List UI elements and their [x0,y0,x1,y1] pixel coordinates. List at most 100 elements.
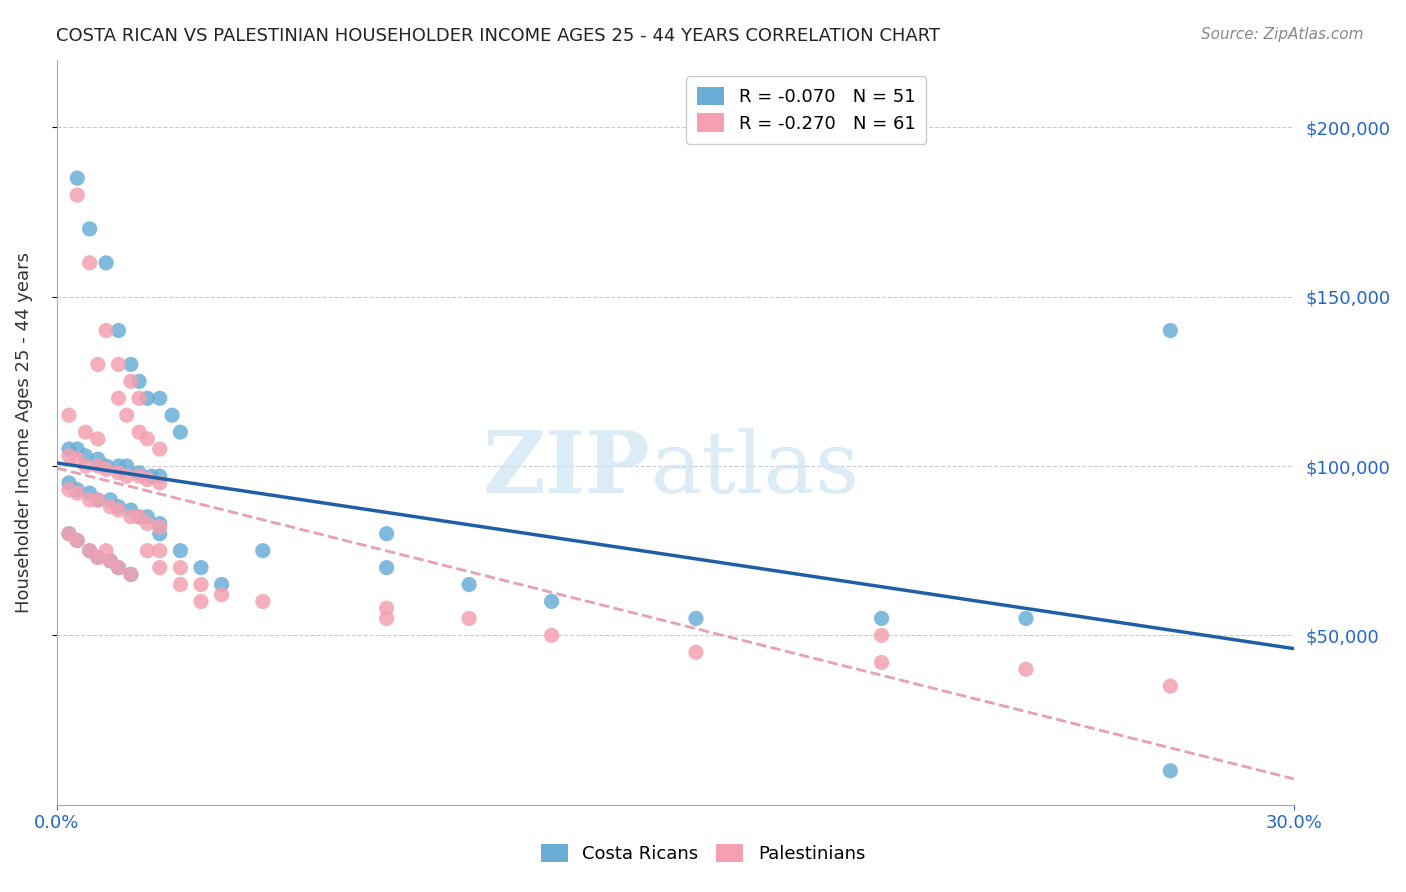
Point [136,391,159,405]
Point [66,483,89,497]
Point [87,492,110,507]
Point [136,432,159,446]
Point [107,458,129,473]
Point [128,391,150,405]
Point [149,560,172,574]
Point [87,550,110,565]
Point [211,588,233,602]
Point [107,324,129,338]
Point [87,358,110,372]
Point [58,483,80,497]
Point [141,469,163,483]
Point [87,452,110,467]
Point [870,628,893,642]
Point [75,425,97,439]
Point [120,375,142,389]
Point [190,594,212,608]
Point [66,533,89,548]
Point [98,492,121,507]
Point [58,442,80,456]
Point [169,425,191,439]
Point [870,611,893,625]
Legend: Costa Ricans, Palestinians: Costa Ricans, Palestinians [530,833,876,874]
Point [66,188,89,202]
Point [190,560,212,574]
Point [252,543,274,558]
Point [458,577,481,591]
Point [149,516,172,531]
Point [79,256,101,270]
Point [169,543,191,558]
Point [375,601,398,615]
Point [540,594,562,608]
Point [98,554,121,568]
Point [115,458,138,473]
Point [149,520,172,534]
Point [58,526,80,541]
Point [107,391,129,405]
Point [87,492,110,507]
Point [128,509,150,524]
Point [79,543,101,558]
Point [98,554,121,568]
Point [66,171,89,186]
Point [107,560,129,574]
Point [1159,764,1181,778]
Point [128,469,150,483]
Point [252,594,274,608]
Point [58,449,80,463]
Point [128,375,150,389]
Text: Source: ZipAtlas.com: Source: ZipAtlas.com [1201,27,1364,42]
Point [136,516,159,531]
Point [75,449,97,463]
Point [79,486,101,500]
Point [149,442,172,456]
Point [190,577,212,591]
Point [149,526,172,541]
Point [128,509,150,524]
Point [66,442,89,456]
Point [107,503,129,517]
Point [66,533,89,548]
Point [120,509,142,524]
Point [79,222,101,236]
Point [211,577,233,591]
Point [136,509,159,524]
Point [58,526,80,541]
Point [375,560,398,574]
Point [87,432,110,446]
Point [870,656,893,670]
Text: COSTA RICAN VS PALESTINIAN HOUSEHOLDER INCOME AGES 25 - 44 YEARS CORRELATION CHA: COSTA RICAN VS PALESTINIAN HOUSEHOLDER I… [56,27,941,45]
Point [115,408,138,422]
Point [375,526,398,541]
Point [128,466,150,480]
Point [94,543,117,558]
Point [169,560,191,574]
Point [120,358,142,372]
Point [120,567,142,582]
Point [107,466,129,480]
Point [1159,324,1181,338]
Point [94,256,117,270]
Point [149,475,172,490]
Point [136,543,159,558]
Point [79,543,101,558]
Point [128,425,150,439]
Point [107,500,129,514]
Point [1159,679,1181,693]
Point [149,469,172,483]
Point [87,550,110,565]
Point [458,611,481,625]
Point [169,577,191,591]
Point [87,458,110,473]
Point [94,458,117,473]
Point [120,567,142,582]
Point [160,408,183,422]
Point [107,560,129,574]
Point [115,469,138,483]
Point [1015,662,1038,676]
Y-axis label: Householder Income Ages 25 - 44 years: Householder Income Ages 25 - 44 years [15,252,32,613]
Point [375,611,398,625]
Point [66,452,89,467]
Legend: R = -0.070   N = 51, R = -0.270   N = 61: R = -0.070 N = 51, R = -0.270 N = 61 [686,76,927,144]
